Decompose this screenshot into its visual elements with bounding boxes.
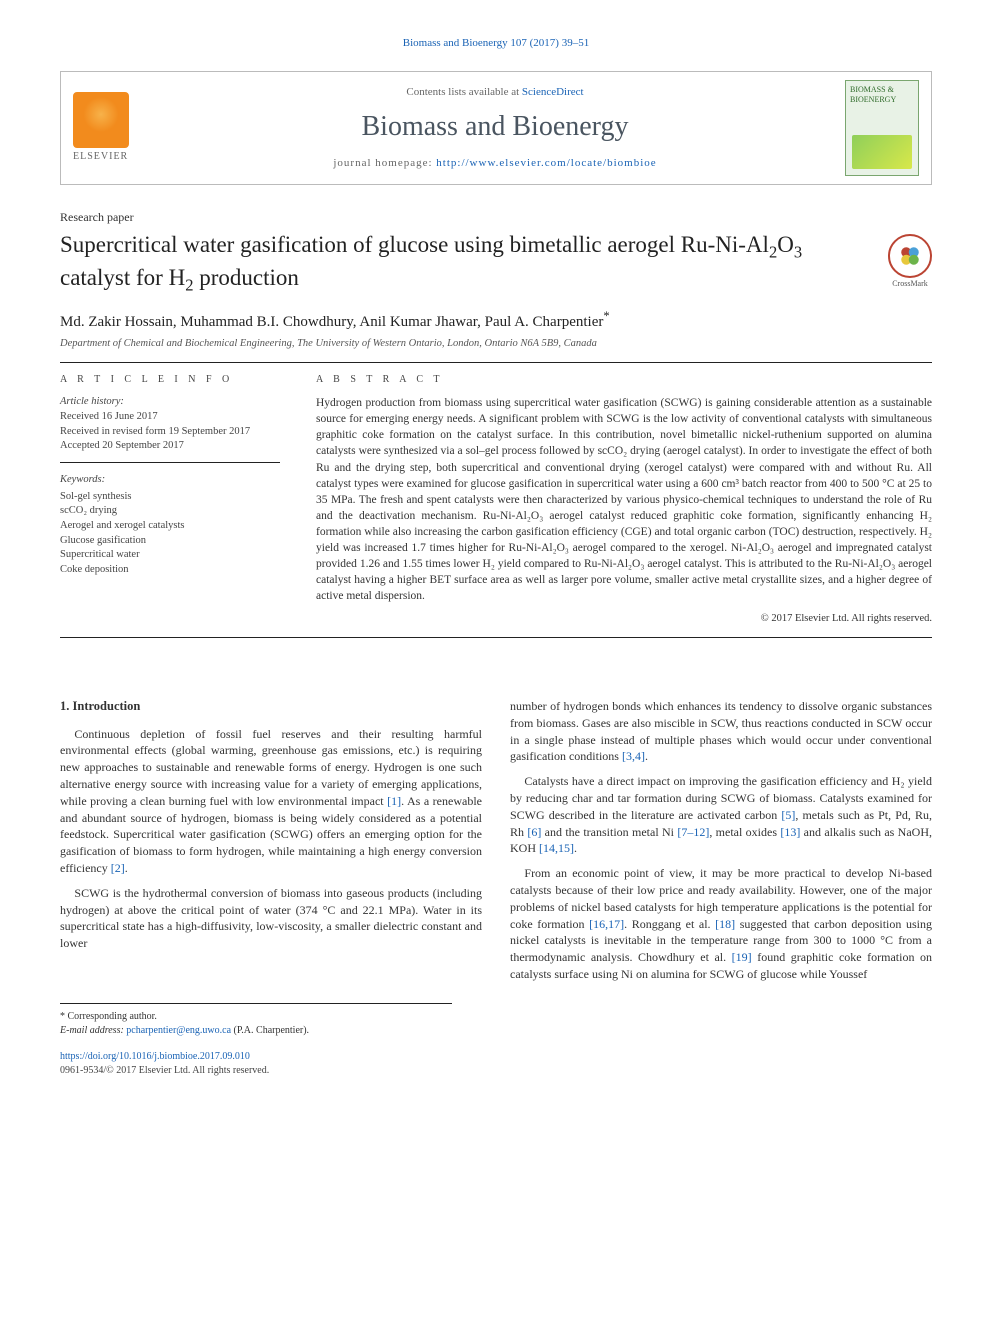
- revised-date: Received in revised form 19 September 20…: [60, 425, 280, 440]
- authors: Md. Zakir Hossain, Muhammad B.I. Chowdhu…: [60, 308, 932, 333]
- journal-cover-thumb: BIOMASS & BIOENERGY: [845, 80, 919, 176]
- article-info-heading: A R T I C L E I N F O: [60, 373, 280, 387]
- doi-link[interactable]: https://doi.org/10.1016/j.biombioe.2017.…: [60, 1051, 250, 1062]
- received-date: Received 16 June 2017: [60, 410, 280, 425]
- contents-prefix: Contents lists available at: [406, 86, 521, 98]
- ref-link[interactable]: [1]: [387, 794, 401, 808]
- paragraph: SCWG is the hydrothermal conversion of b…: [60, 885, 482, 952]
- keyword: Sol-gel synthesis: [60, 490, 280, 505]
- keyword: Supercritical water: [60, 548, 280, 563]
- section-number: 1.: [60, 699, 69, 713]
- ref-link[interactable]: [6]: [527, 825, 541, 839]
- paragraph: Continuous depletion of fossil fuel rese…: [60, 726, 482, 877]
- journal-masthead: ELSEVIER Contents lists available at Sci…: [60, 71, 932, 185]
- ref-link[interactable]: [19]: [732, 950, 752, 964]
- abstract-heading: A B S T R A C T: [316, 373, 932, 387]
- history-block: Article history: Received 16 June 2017 R…: [60, 395, 280, 463]
- paragraph: Catalysts have a direct impact on improv…: [510, 773, 932, 857]
- divider: [60, 637, 932, 638]
- corresponding-note: * Corresponding author.: [60, 1010, 452, 1024]
- publisher-logo: ELSEVIER: [73, 92, 145, 164]
- accepted-date: Accepted 20 September 2017: [60, 439, 280, 454]
- homepage-line: journal homepage: http://www.elsevier.co…: [155, 156, 835, 171]
- email-line: E-mail address: pcharpentier@eng.uwo.ca …: [60, 1024, 452, 1038]
- keyword: Aerogel and xerogel catalysts: [60, 519, 280, 534]
- keyword: scCO₂ drying: [60, 504, 280, 519]
- corresponding-marker: *: [603, 309, 609, 323]
- crossmark-icon: [888, 234, 932, 278]
- section-title: Introduction: [73, 699, 141, 713]
- section-heading: 1. Introduction: [60, 698, 482, 716]
- footnote-block: * Corresponding author. E-mail address: …: [60, 1003, 452, 1038]
- article-info-column: A R T I C L E I N F O Article history: R…: [60, 373, 280, 627]
- abstract-text: Hydrogen production from biomass using s…: [316, 395, 932, 604]
- authors-list: Md. Zakir Hossain, Muhammad B.I. Chowdhu…: [60, 314, 603, 330]
- email-suffix: (P.A. Charpentier).: [231, 1025, 309, 1036]
- ref-link[interactable]: [2]: [111, 861, 125, 875]
- paragraph: From an economic point of view, it may b…: [510, 865, 932, 983]
- history-label: Article history:: [60, 395, 280, 410]
- ref-link[interactable]: [7–12]: [677, 825, 709, 839]
- abstract-copyright: © 2017 Elsevier Ltd. All rights reserved…: [316, 612, 932, 627]
- sciencedirect-link[interactable]: ScienceDirect: [522, 86, 584, 98]
- issn-copyright: 0961-9534/© 2017 Elsevier Ltd. All right…: [60, 1065, 269, 1076]
- ref-link[interactable]: [18]: [715, 917, 735, 931]
- elsevier-tree-icon: [73, 92, 129, 148]
- ref-link[interactable]: [16,17]: [589, 917, 624, 931]
- keyword: Coke deposition: [60, 563, 280, 578]
- ref-link[interactable]: [3,4]: [622, 749, 645, 763]
- affiliation: Department of Chemical and Biochemical E…: [60, 337, 932, 352]
- abstract-column: A B S T R A C T Hydrogen production from…: [316, 373, 932, 627]
- keyword: Glucose gasification: [60, 534, 280, 549]
- footer: https://doi.org/10.1016/j.biombioe.2017.…: [60, 1050, 932, 1078]
- running-header: Biomass and Bioenergy 107 (2017) 39–51: [60, 36, 932, 51]
- ref-link[interactable]: [13]: [780, 825, 800, 839]
- contents-line: Contents lists available at ScienceDirec…: [155, 85, 835, 100]
- paragraph: number of hydrogen bonds which enhances …: [510, 698, 932, 765]
- crossmark-badge[interactable]: CrossMark: [888, 230, 932, 289]
- homepage-link[interactable]: http://www.elsevier.com/locate/biombioe: [436, 157, 656, 169]
- masthead-center: Contents lists available at ScienceDirec…: [145, 85, 845, 171]
- paper-type: Research paper: [60, 209, 932, 226]
- article-title: Supercritical water gasification of gluc…: [60, 230, 876, 296]
- ref-link[interactable]: [5]: [781, 808, 795, 822]
- publisher-name: ELSEVIER: [73, 150, 145, 164]
- divider: [60, 362, 932, 363]
- crossmark-label: CrossMark: [888, 278, 932, 289]
- email-label: E-mail address:: [60, 1025, 126, 1036]
- homepage-prefix: journal homepage:: [333, 157, 436, 169]
- body-text: 1. Introduction Continuous depletion of …: [60, 698, 932, 983]
- keywords-label: Keywords:: [60, 473, 280, 488]
- email-link[interactable]: pcharpentier@eng.uwo.ca: [126, 1025, 231, 1036]
- journal-name: Biomass and Bioenergy: [155, 107, 835, 146]
- ref-link[interactable]: [14,15]: [539, 841, 574, 855]
- citation-link[interactable]: Biomass and Bioenergy 107 (2017) 39–51: [403, 37, 589, 49]
